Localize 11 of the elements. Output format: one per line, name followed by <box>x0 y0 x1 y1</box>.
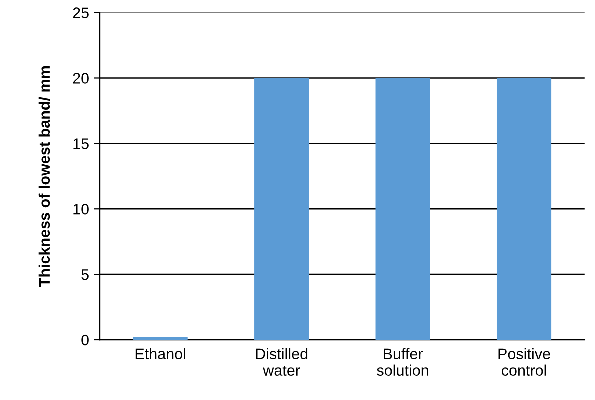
y-tick-label: 15 <box>74 138 89 150</box>
y-tick-label: 5 <box>82 270 89 280</box>
y-tick-label: 25 <box>73 8 89 18</box>
y-tick-label: 20 <box>73 73 89 84</box>
x-tick-label: Positive control <box>498 348 550 376</box>
y-tick-label: 10 <box>74 204 89 215</box>
x-tick-label: Buffer solution <box>377 348 428 376</box>
y-axis-title: Thickness of lowest band/ mm <box>38 66 50 288</box>
x-tick-label: Distilled water <box>256 348 308 376</box>
x-tick-label: Ethanol <box>136 348 186 360</box>
y-tick-label: 0 <box>82 334 89 346</box>
